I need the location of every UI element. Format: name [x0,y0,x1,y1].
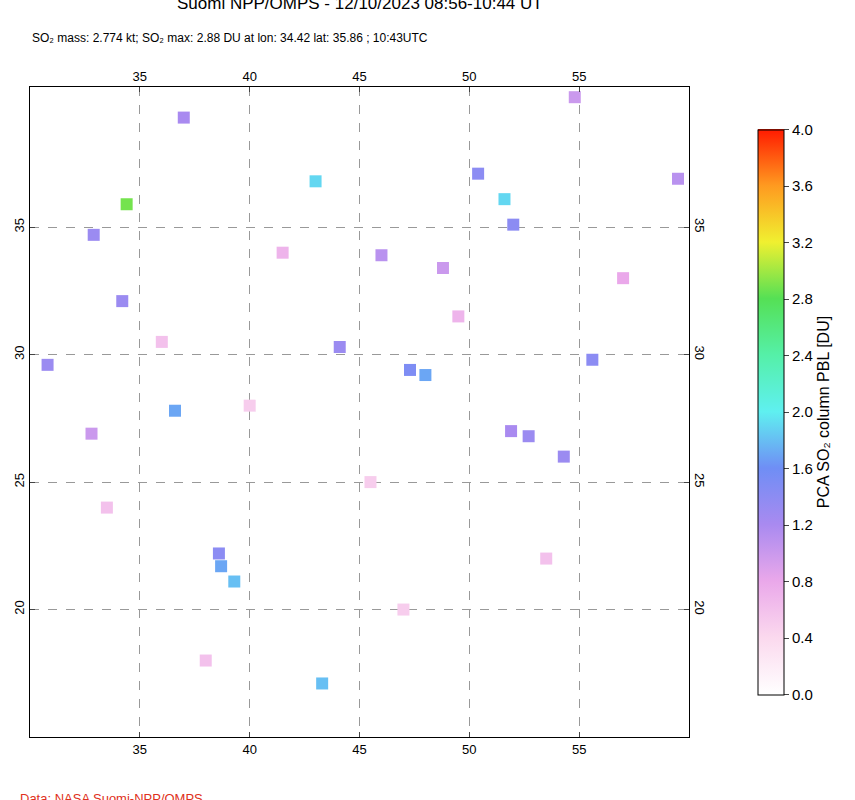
svg-text:35: 35 [12,218,27,232]
svg-text:40: 40 [242,742,256,757]
svg-text:55: 55 [572,742,586,757]
svg-text:0.4: 0.4 [792,629,813,646]
svg-text:2.8: 2.8 [792,290,813,307]
svg-text:35: 35 [692,218,707,232]
svg-text:25: 25 [12,473,27,487]
svg-text:20: 20 [12,600,27,614]
svg-text:55: 55 [572,69,586,84]
svg-text:40: 40 [242,69,256,84]
svg-text:30: 30 [12,345,27,359]
svg-text:SO₂ mass: 2.774 kt; SO₂ max: 2: SO₂ mass: 2.774 kt; SO₂ max: 2.88 DU at … [32,31,428,45]
svg-text:50: 50 [462,69,476,84]
svg-text:35: 35 [133,742,147,757]
svg-text:20: 20 [692,600,707,614]
svg-text:2.0: 2.0 [792,403,813,420]
svg-text:4.0: 4.0 [792,121,813,138]
svg-text:Data: NASA Suomi-NPP/OMPS: Data: NASA Suomi-NPP/OMPS [20,791,203,800]
svg-text:1.2: 1.2 [792,516,813,533]
svg-text:0.0: 0.0 [792,686,813,703]
svg-text:3.6: 3.6 [792,177,813,194]
svg-text:45: 45 [352,742,366,757]
svg-text:PCA SO₂ column PBL [DU]: PCA SO₂ column PBL [DU] [815,316,832,508]
svg-text:0.8: 0.8 [792,573,813,590]
svg-text:45: 45 [352,69,366,84]
svg-text:50: 50 [462,742,476,757]
svg-text:1.6: 1.6 [792,460,813,477]
svg-text:2.4: 2.4 [792,347,813,364]
svg-text:30: 30 [692,345,707,359]
svg-text:35: 35 [133,69,147,84]
svg-text:3.2: 3.2 [792,234,813,251]
svg-text:25: 25 [692,473,707,487]
svg-text:Suomi NPP/OMPS - 12/10/2023 08: Suomi NPP/OMPS - 12/10/2023 08:56-10:44 … [177,0,543,13]
